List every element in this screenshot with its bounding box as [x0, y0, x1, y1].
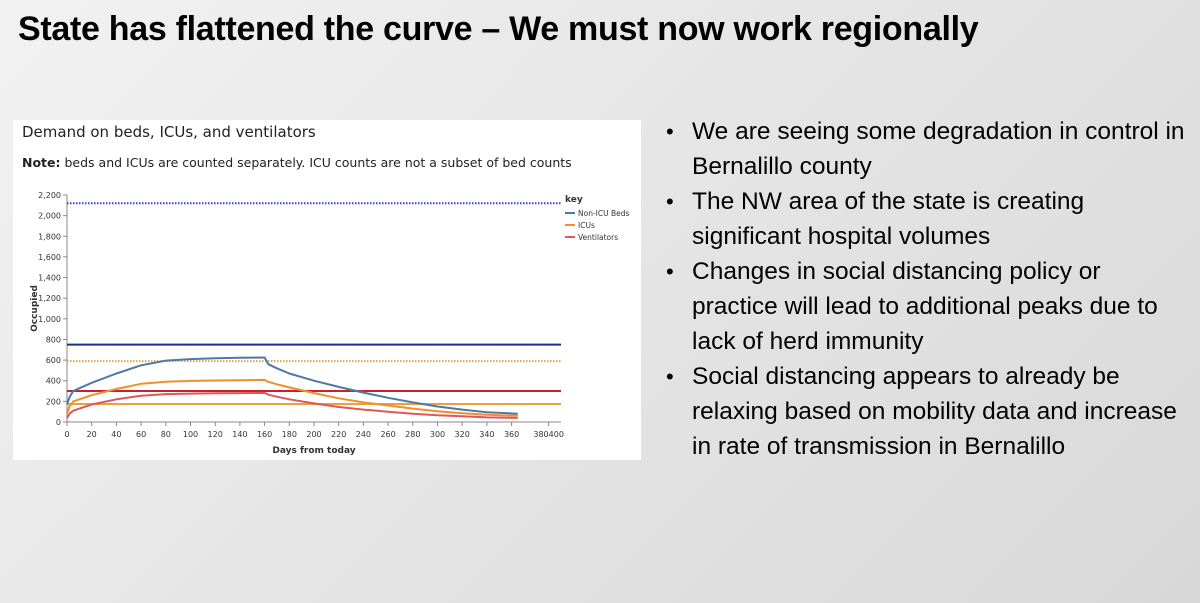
series-line: [66, 391, 518, 419]
bullet-list: • We are seeing some degradation in contr…: [660, 114, 1190, 464]
y-tick-label: 1,400: [38, 274, 61, 283]
y-tick-label: 1,000: [38, 315, 61, 324]
y-tick-label: 800: [46, 335, 61, 344]
bullet-item: • Social distancing appears to already be…: [660, 359, 1190, 464]
x-tick-label: 200: [306, 430, 321, 439]
bullet-item: • Changes in social distancing policy or …: [660, 254, 1190, 359]
legend-entry: Ventilators: [578, 233, 618, 242]
x-tick-label: 60: [136, 430, 146, 439]
bullet-text: Changes in social distancing policy or p…: [692, 258, 1158, 355]
legend-entry: ICUs: [578, 221, 595, 230]
chart-note-label: Note:: [22, 155, 61, 170]
x-tick-label: 0: [64, 430, 69, 439]
y-tick-label: 2,000: [38, 212, 61, 221]
x-tick-label: 160: [257, 430, 272, 439]
bullet-text: The NW area of the state is creating sig…: [692, 188, 1085, 250]
x-tick-label: 340: [479, 430, 494, 439]
legend-entry: Non-ICU Beds: [578, 209, 630, 218]
x-tick-label: 140: [232, 430, 247, 439]
bullet-dot-icon: •: [666, 364, 674, 389]
y-tick-label: 1,200: [38, 294, 61, 303]
y-tick-label: 2,200: [38, 191, 61, 200]
y-tick-label: 600: [46, 356, 61, 365]
chart-plot: 02004006008001,0001,2001,4001,6001,8002,…: [30, 191, 630, 456]
bullet-dot-icon: •: [666, 259, 674, 284]
bullet-text: Social distancing appears to already be …: [692, 363, 1177, 460]
x-tick-label: 40: [111, 430, 121, 439]
chart-note-text: beds and ICUs are counted separately. IC…: [60, 155, 572, 170]
y-axis-title: Occupied: [30, 285, 40, 332]
bullet-item: • We are seeing some degradation in contr…: [660, 114, 1190, 184]
x-tick-label: 360: [504, 430, 519, 439]
bullet-dot-icon: •: [666, 189, 674, 214]
x-tick-label: 20: [87, 430, 97, 439]
series-line: [66, 378, 518, 417]
x-tick-label: 280: [405, 430, 420, 439]
bullet-dot-icon: •: [666, 119, 674, 144]
x-tick-label: 320: [455, 430, 470, 439]
x-tick-label: 220: [331, 430, 346, 439]
chart-title: Demand on beds, ICUs, and ventilators: [22, 123, 316, 141]
bullet-text: We are seeing some degradation in contro…: [692, 118, 1185, 180]
legend-title: key: [565, 195, 583, 205]
slide-title: State has flattened the curve – We must …: [18, 10, 979, 48]
y-tick-label: 1,800: [38, 232, 61, 241]
y-tick-label: 1,600: [38, 253, 61, 262]
x-tick-label: 300: [430, 430, 445, 439]
x-tick-label: 80: [161, 430, 171, 439]
series-line: [66, 356, 518, 415]
chart-panel: Demand on beds, ICUs, and ventilators No…: [13, 120, 641, 460]
chart-note: Note: beds and ICUs are counted separate…: [22, 155, 572, 170]
x-tick-label: 380400: [533, 430, 564, 439]
x-tick-label: 100: [183, 430, 198, 439]
x-axis-title: Days from today: [272, 446, 355, 456]
x-tick-label: 180: [282, 430, 297, 439]
bullet-item: • The NW area of the state is creating si…: [660, 184, 1190, 254]
x-tick-label: 260: [380, 430, 395, 439]
x-tick-label: 120: [208, 430, 223, 439]
y-tick-label: 0: [56, 418, 61, 427]
x-tick-label: 240: [356, 430, 371, 439]
y-tick-label: 400: [46, 377, 61, 386]
y-tick-label: 200: [46, 397, 61, 406]
